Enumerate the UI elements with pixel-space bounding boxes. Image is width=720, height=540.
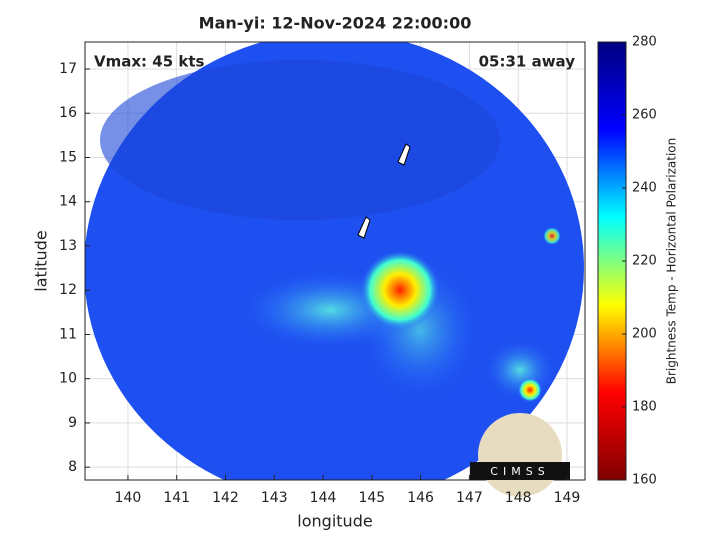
x-tick-label: 142 — [212, 490, 239, 506]
colorbar-label: Brightness Temp - Horizontal Polarizatio… — [665, 138, 679, 385]
annotation: Vmax: 45 kts — [94, 53, 204, 71]
plot-frame — [84, 41, 586, 481]
x-tick-label: 149 — [554, 490, 581, 506]
convection — [360, 250, 440, 330]
y-tick-label: 12 — [59, 282, 77, 298]
logo: CIMSS — [470, 413, 570, 497]
y-tick-label: 8 — [68, 459, 77, 475]
colorbar-tick-label: 280 — [632, 35, 657, 50]
logo-disk — [478, 413, 562, 497]
colorbar-tick-label: 260 — [632, 108, 657, 123]
y-tick-label: 15 — [59, 149, 77, 165]
y-tick-label: 11 — [59, 326, 77, 342]
y-tick-label: 16 — [59, 105, 77, 121]
x-tick-label: 148 — [505, 490, 532, 506]
colorbar — [597, 41, 627, 481]
convection — [543, 227, 561, 245]
y-axis-label: latitude — [32, 230, 51, 291]
satellite-image — [85, 42, 584, 480]
y-tick-label: 14 — [59, 194, 77, 210]
colorbar-tick-label: 180 — [632, 400, 657, 415]
logo-band — [470, 462, 570, 480]
x-tick-label: 146 — [407, 490, 434, 506]
x-tick-label: 145 — [358, 490, 385, 506]
island — [357, 216, 371, 239]
x-tick-label: 143 — [261, 490, 288, 506]
colorbar-tick-label: 240 — [632, 181, 657, 196]
chart-title: Man-yi: 12-Nov-2024 22:00:00 — [199, 14, 472, 33]
y-tick-label: 13 — [59, 238, 77, 254]
x-tick-label: 144 — [310, 490, 337, 506]
colorbar-tick-label: 220 — [632, 254, 657, 269]
y-tick-label: 9 — [68, 415, 77, 431]
colorbar-tick-label: 160 — [632, 473, 657, 488]
x-tick-label: 140 — [115, 490, 142, 506]
island — [397, 143, 411, 166]
convection — [518, 378, 542, 402]
texture — [100, 60, 500, 220]
y-tick-label: 17 — [59, 61, 77, 77]
colorbar-tick-label: 200 — [632, 327, 657, 342]
x-tick-label: 147 — [456, 490, 483, 506]
x-axis-label: longitude — [297, 512, 372, 531]
logo-text: CIMSS — [490, 465, 549, 478]
annotation: 05:31 away — [479, 53, 576, 71]
y-tick-label: 10 — [59, 371, 77, 387]
x-tick-label: 141 — [163, 490, 190, 506]
